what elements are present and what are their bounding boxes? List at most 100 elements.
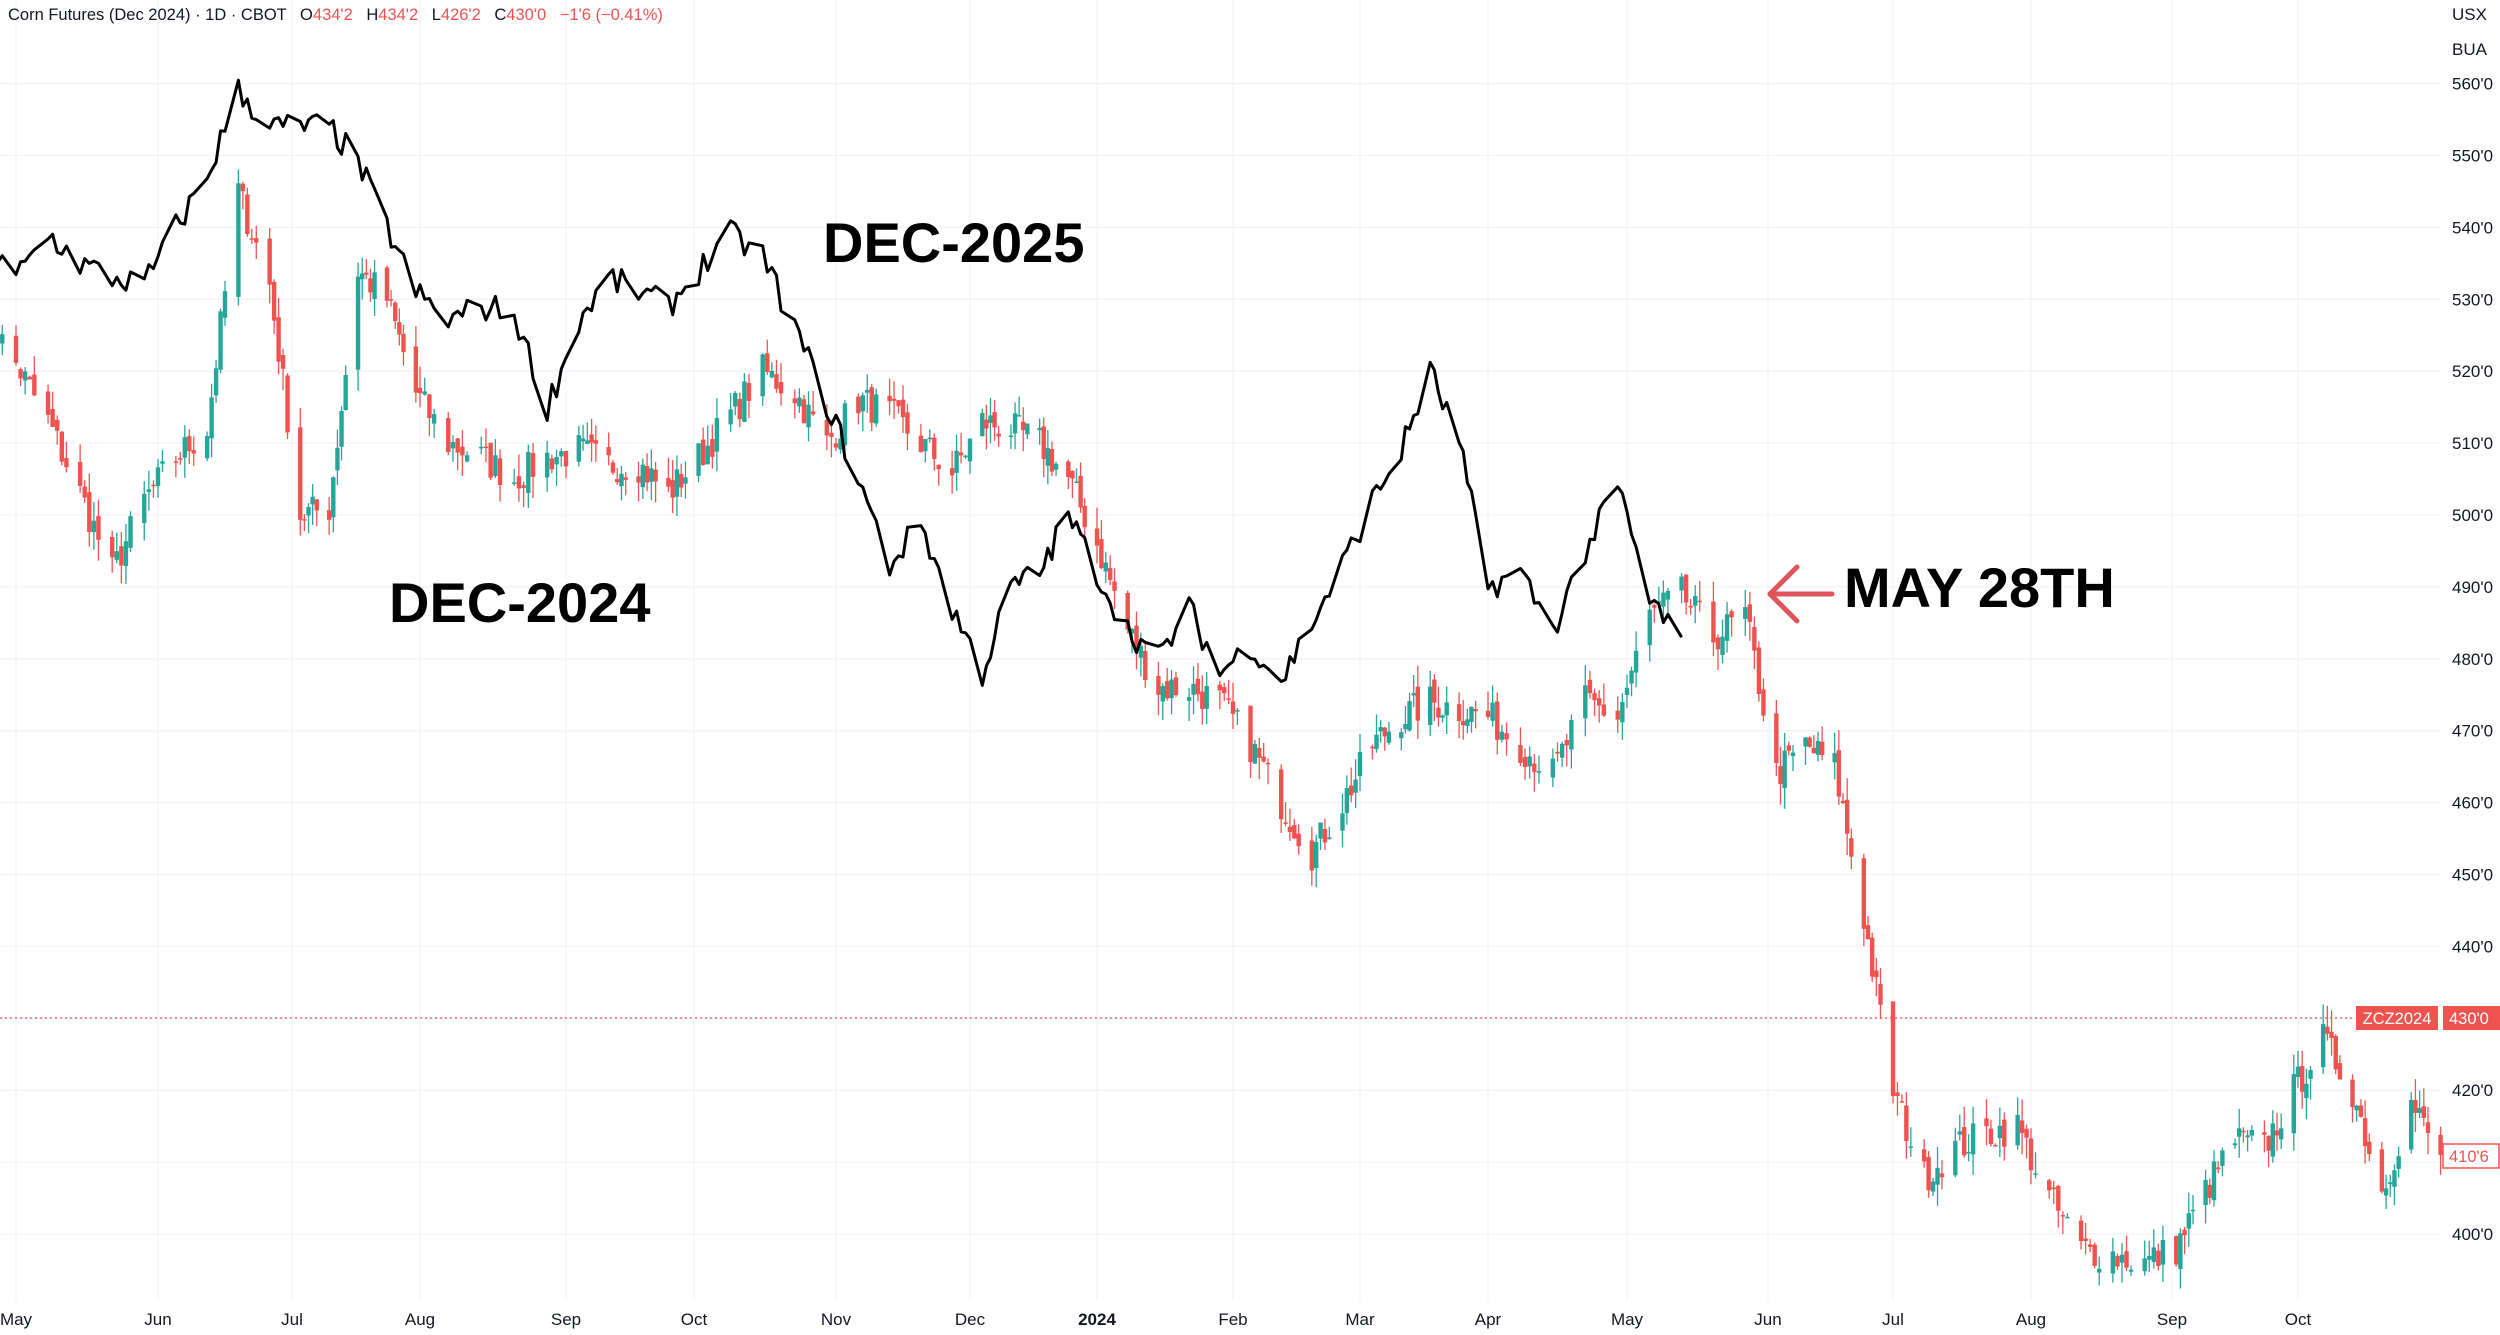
candle: [22, 367, 28, 395]
price-tick-label: 550'0: [2452, 147, 2493, 166]
candle-body: [2279, 1128, 2284, 1140]
candle: [2237, 1109, 2242, 1158]
candle-body: [355, 276, 361, 370]
candle-body: [1747, 604, 1753, 622]
candle: [302, 514, 307, 532]
current-price-tag: 430'0: [2443, 1006, 2500, 1030]
candle-body: [2142, 1258, 2147, 1272]
candle-body: [2207, 1184, 2212, 1198]
candle: [2046, 1178, 2052, 1199]
candle-body: [1803, 737, 1808, 747]
series-line-dec-2025: [0, 78, 1683, 687]
candle: [526, 444, 531, 508]
candle-body: [696, 443, 701, 476]
candle: [267, 227, 272, 304]
low-label: L: [432, 6, 441, 24]
candle-body: [1756, 647, 1762, 694]
candle-body: [1407, 701, 1412, 731]
candle: [2266, 1135, 2271, 1168]
candle: [1222, 682, 1227, 702]
candle-body: [1815, 740, 1821, 755]
candle: [326, 496, 332, 535]
candle-body: [1473, 709, 1478, 712]
candle-body: [1993, 1145, 1998, 1147]
candle: [1374, 714, 1379, 753]
candle-body: [2097, 1268, 2102, 1273]
candle: [1559, 741, 1565, 768]
candle-body: [2033, 1173, 2038, 1175]
candle: [142, 481, 147, 541]
candle-body: [2354, 1105, 2359, 1111]
candle-body: [1819, 741, 1825, 756]
candle: [222, 280, 228, 326]
candle: [1415, 665, 1421, 739]
candle-body: [900, 399, 906, 418]
candle: [1495, 692, 1500, 755]
candle-body: [413, 346, 419, 393]
candle: [563, 450, 569, 479]
candle: [833, 438, 839, 452]
candle-body: [554, 456, 559, 465]
candle-body: [2425, 1122, 2431, 1133]
candle-body: [155, 467, 161, 487]
candle-body: [932, 437, 937, 460]
candle: [2186, 1192, 2191, 1247]
candle-body: [2182, 1229, 2187, 1236]
candle-body: [1688, 605, 1693, 608]
price-tick-label: 490'0: [2452, 578, 2493, 597]
candle: [2087, 1238, 2093, 1253]
unit-label[interactable]: BUA: [2452, 40, 2488, 59]
candle: [1349, 767, 1354, 803]
candle-body: [1322, 829, 1328, 843]
candle: [245, 187, 250, 237]
candle-body: [1134, 625, 1139, 652]
candle: [368, 268, 373, 302]
candle: [1752, 616, 1757, 670]
candle: [874, 388, 879, 427]
candle: [413, 326, 419, 403]
candle: [331, 476, 336, 533]
candle-body: [2304, 1083, 2309, 1099]
candle-body: [2362, 1118, 2368, 1147]
candle: [670, 460, 675, 514]
candle-body: [1629, 670, 1634, 684]
candle: [1629, 666, 1634, 697]
candle: [1878, 967, 1883, 1020]
candle: [1921, 1139, 1927, 1168]
candle: [737, 392, 743, 428]
candle-body: [705, 445, 710, 465]
candle: [96, 499, 101, 561]
candle-body: [728, 409, 733, 425]
time-tick-label: Sep: [2157, 1310, 2187, 1329]
candle-body: [521, 485, 526, 489]
candle: [1008, 424, 1014, 449]
candle: [1314, 834, 1319, 888]
candle: [1527, 746, 1532, 779]
candle-body: [446, 418, 451, 453]
candle: [2216, 1161, 2221, 1174]
candle: [593, 425, 599, 462]
currency-label[interactable]: USX: [2452, 5, 2487, 24]
candle: [1743, 589, 1748, 637]
candle: [1287, 808, 1293, 841]
candle-body: [615, 479, 620, 483]
candle-body: [1432, 679, 1437, 703]
candle: [2083, 1222, 2088, 1255]
price-tick-label: 480'0: [2452, 650, 2493, 669]
candle: [2151, 1229, 2157, 1269]
candle-body: [1164, 681, 1170, 699]
candle: [900, 385, 906, 434]
candle: [1865, 916, 1871, 940]
candle-body: [737, 399, 743, 420]
candle: [13, 325, 19, 366]
candle-body: [1195, 678, 1201, 695]
candle: [187, 429, 192, 465]
candle-body: [1403, 723, 1408, 730]
candle: [905, 403, 910, 451]
candle: [460, 430, 465, 476]
candle: [1988, 1119, 1994, 1147]
candle: [1724, 601, 1730, 653]
candle: [1756, 641, 1762, 702]
countdown-tag-bg: [2442, 1143, 2500, 1169]
candle-body: [2329, 1031, 2334, 1038]
